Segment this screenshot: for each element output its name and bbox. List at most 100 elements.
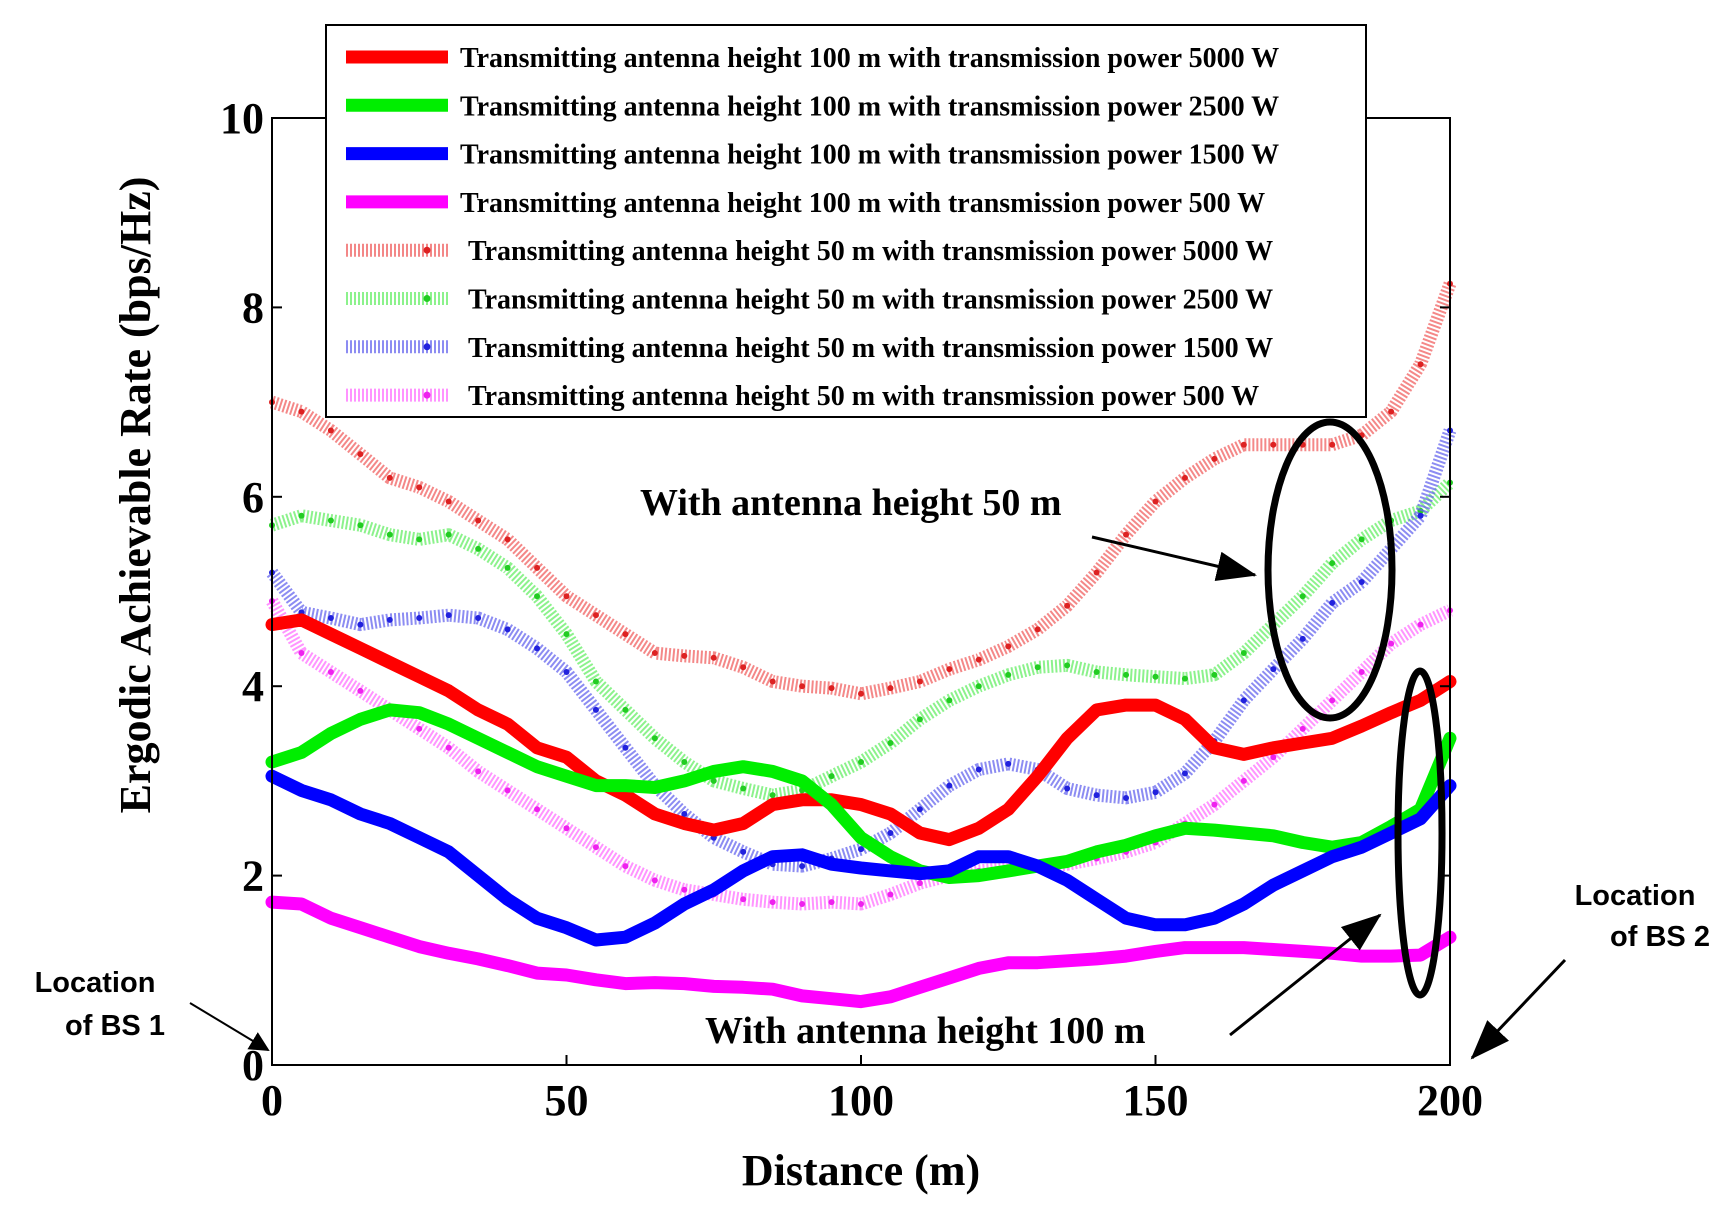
- series-4-point: [769, 678, 776, 685]
- series-6-point: [1064, 785, 1071, 792]
- series-5-point: [1064, 662, 1071, 669]
- series-line-1: [265, 703, 1457, 884]
- legend-entry-6: Transmitting antenna height 50 m with tr…: [346, 333, 1273, 364]
- legend: Transmitting antenna height 100 m with t…: [325, 24, 1367, 418]
- series-4-point: [475, 517, 482, 524]
- series-5-point: [1152, 673, 1159, 680]
- series-6-point: [563, 668, 570, 675]
- ellipse-antenna-50m: [1264, 418, 1396, 722]
- annotation-100m-label: With antenna height 100 m: [705, 1010, 1146, 1052]
- series-4-point: [416, 484, 423, 491]
- y-tick-label: 4: [242, 662, 264, 711]
- series-6-point: [1152, 789, 1159, 796]
- series-line-3: [265, 895, 1457, 1009]
- legend-label: Transmitting antenna height 50 m with tr…: [468, 381, 1259, 412]
- series-5-point: [504, 564, 511, 571]
- series-6-point: [357, 621, 364, 628]
- series-6-point: [416, 615, 423, 622]
- series-7-point: [534, 806, 541, 813]
- series-line-6: [266, 428, 1457, 873]
- series-4-point: [1388, 408, 1395, 415]
- series-4-point: [975, 656, 982, 663]
- series-5-point: [946, 697, 953, 704]
- series-5-point: [534, 593, 541, 600]
- legend-entry-4: Transmitting antenna height 50 m with tr…: [346, 236, 1273, 267]
- ticks-layer: 0 50 100 150 200 0 2 4 6 8 10: [220, 94, 1483, 1125]
- series-4-point: [504, 536, 511, 543]
- series-6-point: [1299, 635, 1306, 642]
- series-5-point: [1211, 671, 1218, 678]
- series-6-point: [946, 782, 953, 789]
- series-6-point: [592, 706, 599, 713]
- series-6-point: [858, 846, 864, 853]
- x-tick-label: 150: [1123, 1076, 1189, 1125]
- series-6-point: [916, 806, 923, 813]
- y-tick-label: 6: [242, 473, 264, 522]
- series-7-point: [622, 863, 629, 870]
- series-6-point: [799, 863, 806, 870]
- series-4-point: [1005, 643, 1012, 650]
- bs2-label-line2: of BS 2: [1610, 921, 1710, 953]
- legend-entry-1: Transmitting antenna height 100 m with t…: [346, 91, 1279, 122]
- series-4-point: [681, 652, 688, 659]
- series-5-point: [975, 683, 982, 690]
- series-5-point: [651, 735, 658, 742]
- series-4-point: [622, 631, 629, 638]
- series-7-point: [563, 825, 570, 832]
- series-6-point: [1181, 770, 1188, 777]
- bs2-label-line1: Location: [1575, 880, 1696, 912]
- series-5-point: [622, 706, 629, 713]
- series-5-point: [592, 678, 599, 685]
- series-line-0: [265, 613, 1457, 847]
- series-6-point: [445, 612, 452, 619]
- series-7-point: [1358, 668, 1365, 675]
- series-0: [265, 613, 1457, 847]
- legend-label: Transmitting antenna height 50 m with tr…: [468, 236, 1273, 267]
- series-5-point: [1034, 664, 1041, 671]
- series-6-point: [740, 848, 747, 855]
- series-4-point: [916, 678, 923, 685]
- series-6-point: [681, 811, 688, 818]
- legend-label: Transmitting antenna height 50 m with tr…: [468, 333, 1273, 364]
- series-7-point: [475, 768, 482, 775]
- series-4-point: [799, 683, 806, 690]
- legend-label: Transmitting antenna height 100 m with t…: [460, 91, 1279, 122]
- series-6-point: [327, 615, 334, 622]
- series-4-point: [946, 666, 953, 673]
- series-7-point: [799, 901, 806, 908]
- series-5-point: [769, 792, 776, 799]
- series-5-point: [357, 522, 364, 529]
- series-5-point: [1299, 593, 1306, 600]
- y-tick-label: 0: [242, 1041, 264, 1090]
- bs1-label-line2: of BS 1: [65, 1010, 165, 1042]
- legend-swatch-point: [423, 295, 431, 302]
- bs1-label-line1: Location: [35, 967, 156, 999]
- legend-label: Transmitting antenna height 100 m with t…: [460, 140, 1279, 171]
- series-5-point: [1358, 536, 1365, 543]
- series-4-point: [1181, 474, 1188, 481]
- bs1-arrow: [189, 1002, 270, 1052]
- series-7-point: [887, 891, 894, 898]
- series-7-point: [416, 725, 423, 732]
- legend-box: [325, 24, 1367, 418]
- series-6-point: [1005, 760, 1012, 767]
- x-axis-title: Distance (m): [742, 1146, 980, 1195]
- series-6-point: [975, 766, 982, 773]
- series-4-point: [534, 564, 541, 571]
- series-7-point: [1270, 754, 1277, 761]
- series-4-point: [1240, 441, 1247, 448]
- series-4-point: [1093, 569, 1100, 576]
- series-4-point: [1270, 441, 1277, 448]
- series-line-2: [265, 769, 1457, 947]
- series-4-point: [327, 427, 334, 434]
- series-7-point: [298, 650, 305, 657]
- x-tick-label: 200: [1417, 1076, 1483, 1125]
- series-7-point: [681, 886, 688, 893]
- legend-entry-7: Transmitting antenna height 50 m with tr…: [346, 381, 1259, 412]
- series-6-point: [1417, 512, 1424, 519]
- series-4-point: [651, 650, 658, 657]
- series-5-point: [1181, 675, 1188, 682]
- series-6-point: [504, 626, 511, 633]
- series-6-point: [622, 744, 629, 751]
